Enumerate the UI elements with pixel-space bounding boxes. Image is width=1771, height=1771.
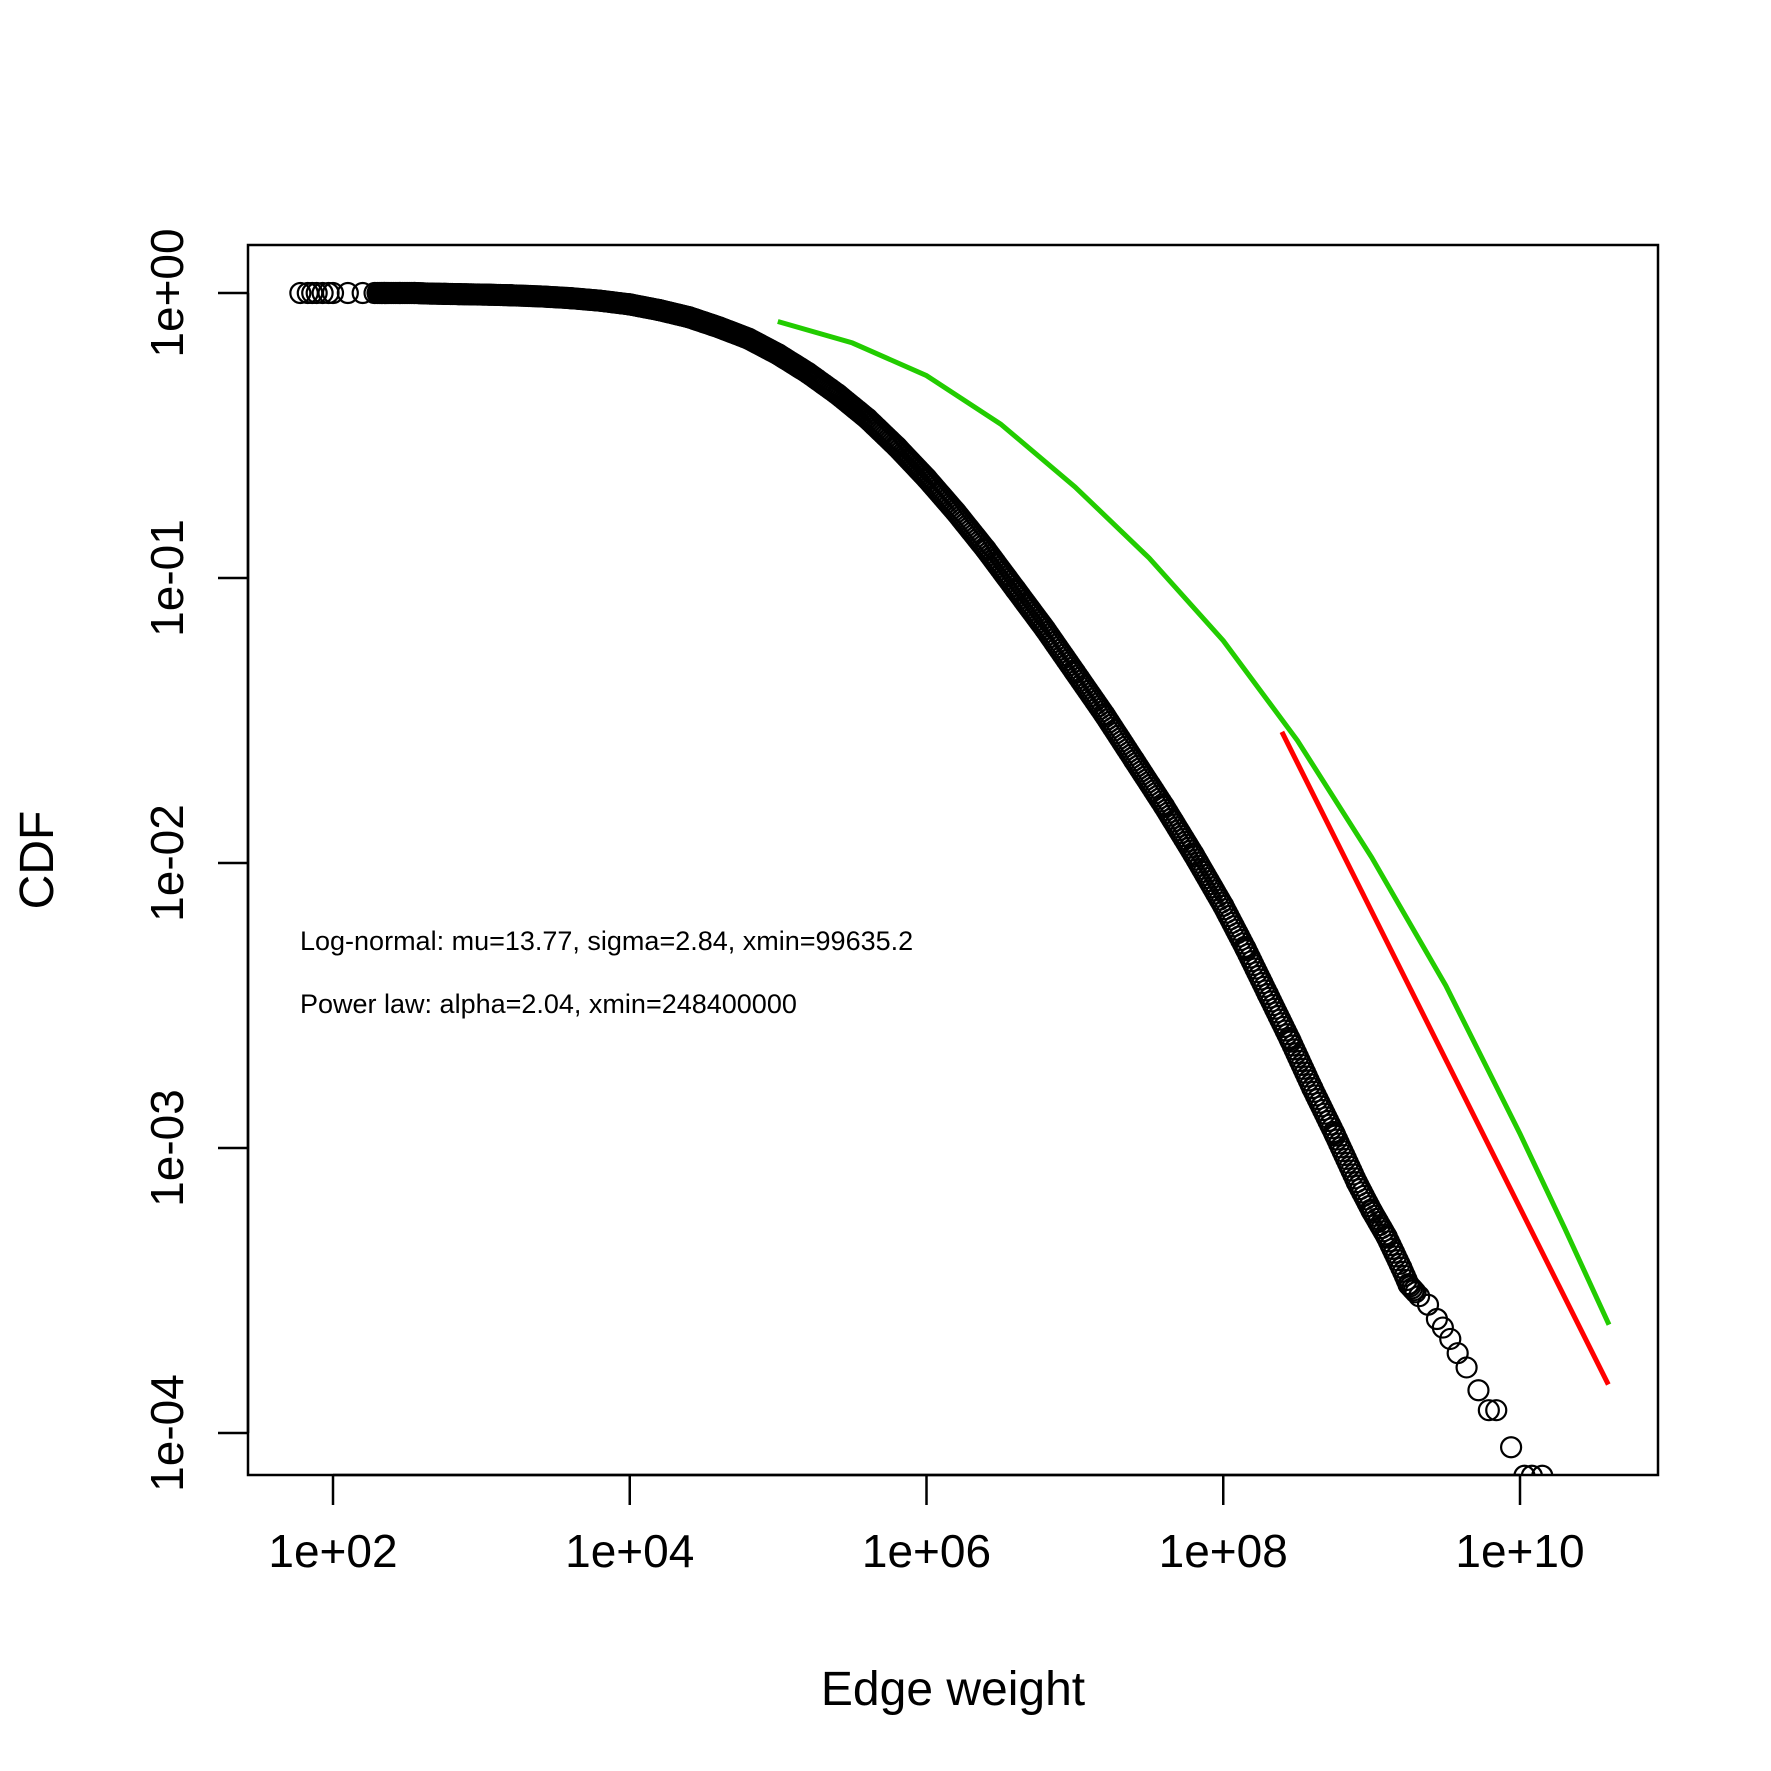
y-tick-label: 1e-04 [141, 1374, 193, 1492]
y-tick-label: 1e-02 [141, 804, 193, 922]
lognormal-annotation: Log-normal: mu=13.77, sigma=2.84, xmin=9… [300, 926, 913, 956]
x-tick-label: 1e+04 [565, 1525, 694, 1577]
y-tick-label: 1e+00 [141, 228, 193, 357]
y-axis-title: CDF [11, 811, 64, 910]
x-tick-label: 1e+02 [268, 1525, 397, 1577]
powerlaw-annotation: Power law: alpha=2.04, xmin=248400000 [300, 989, 797, 1019]
y-tick-label: 1e-01 [141, 519, 193, 637]
x-tick-label: 1e+10 [1455, 1525, 1584, 1577]
x-axis-title: Edge weight [821, 1663, 1085, 1716]
y-tick-label: 1e-03 [141, 1089, 193, 1207]
x-tick-label: 1e+08 [1159, 1525, 1288, 1577]
x-tick-label: 1e+06 [862, 1525, 991, 1577]
